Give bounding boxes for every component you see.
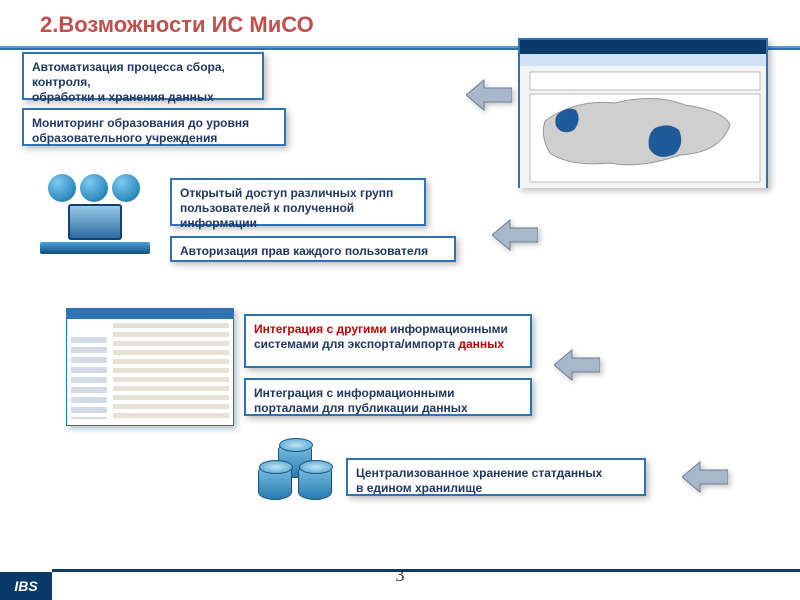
b5-text-red1: Интеграция с другими xyxy=(254,322,387,336)
map-screenshot xyxy=(518,38,768,188)
arrow-left-icon xyxy=(682,460,728,494)
users-icon xyxy=(30,174,160,274)
b5-text-red2: данных xyxy=(458,337,504,351)
page-number: 3 xyxy=(396,565,405,586)
feature-box-integration-portals: Интеграция с информационными порталами д… xyxy=(244,378,532,416)
webpage-screenshot xyxy=(66,308,234,426)
feature-box-open-access: Открытый доступ различных групп пользова… xyxy=(170,178,426,226)
feature-box-automation: Автоматизация процесса сбора, контроля, … xyxy=(22,52,264,100)
bottom-rule xyxy=(52,569,800,572)
feature-box-integration-systems: Интеграция с другими информационными сис… xyxy=(244,314,532,368)
feature-box-storage: Централизованное хранение статданных в е… xyxy=(346,458,646,496)
slide-title: 2.Возможности ИС МиСО xyxy=(40,12,314,38)
arrow-left-icon xyxy=(492,218,538,252)
feature-box-authorization: Авторизация прав каждого пользователя xyxy=(170,236,456,262)
ibs-logo: IBS xyxy=(0,572,52,600)
database-icon xyxy=(256,442,336,506)
arrow-left-icon xyxy=(554,348,600,382)
arrow-left-icon xyxy=(466,78,512,112)
feature-box-monitoring: Мониторинг образования до уровня образов… xyxy=(22,108,286,146)
